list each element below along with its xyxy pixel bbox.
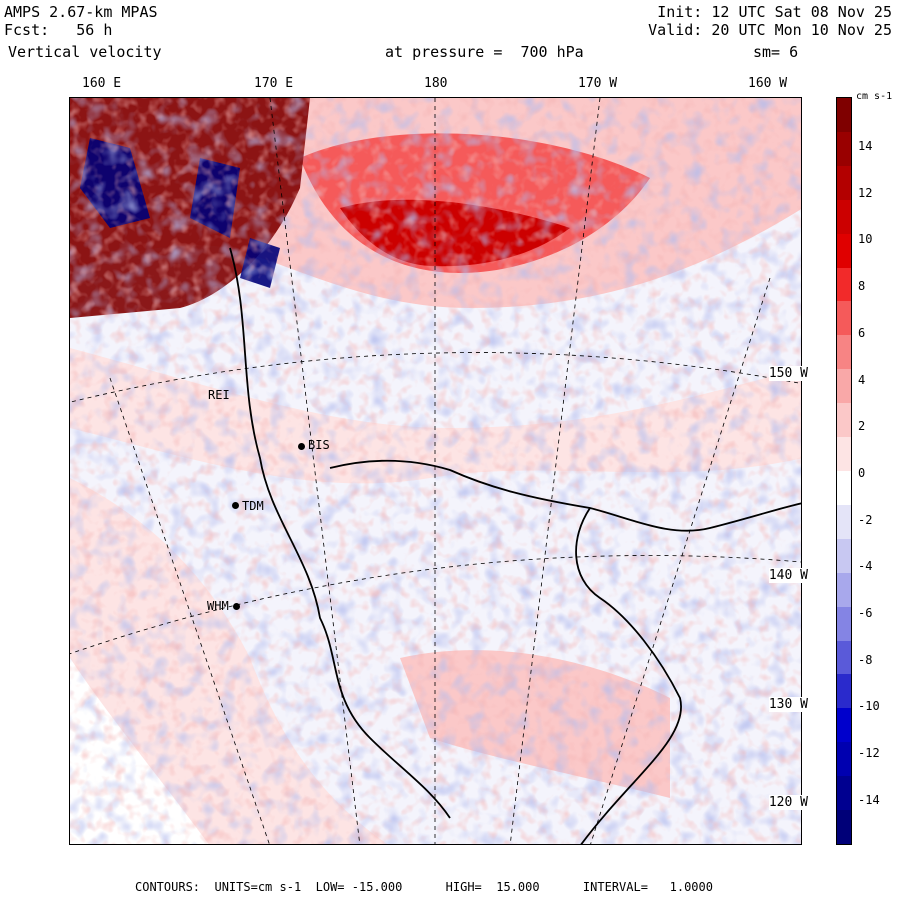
colorbar-tick-label: -6 — [858, 606, 873, 620]
colorbar-tick-label: 10 — [858, 232, 873, 247]
station-label-rei: REI — [208, 388, 230, 402]
coast-west — [229, 247, 451, 819]
colorbar-segment — [837, 640, 851, 675]
lon-label-160e: 160 E — [82, 76, 122, 91]
colorbar-segment — [837, 471, 851, 506]
meridian-170e — [269, 98, 361, 844]
meridian-170w — [509, 98, 601, 844]
colorbar-segment — [837, 674, 851, 709]
colorbar-segment — [837, 504, 851, 540]
coastline — [229, 247, 801, 844]
init-time: Init: 12 UTC Sat 08 Nov 25 — [657, 3, 892, 21]
colorbar-segment — [837, 437, 851, 472]
colorbar-tick-label: 6 — [858, 325, 866, 340]
station-dot-tdm — [232, 502, 239, 509]
colorbar-segment — [837, 335, 851, 370]
meridian-160e — [109, 377, 270, 844]
forecast-hour: Fcst: 56 h — [4, 21, 113, 39]
colorbar-tick-label: -4 — [858, 559, 873, 574]
lat-label-130w: 130 W — [768, 697, 808, 712]
colorbar-segment — [837, 199, 851, 235]
meridian-160w — [590, 277, 771, 844]
colorbar-segment — [837, 233, 851, 269]
colorbar-tick-label: -14 — [858, 792, 880, 807]
lat-line-2 — [70, 555, 801, 655]
colorbar-tick-label: 14 — [858, 139, 873, 153]
colorbar-tick-label: -12 — [858, 746, 880, 761]
station-dot-whm — [233, 603, 240, 610]
colorbar-tick-label: 0 — [858, 465, 866, 480]
colorbar-segment — [837, 606, 851, 642]
map-canvas — [70, 98, 801, 844]
variable-name: Vertical velocity — [8, 43, 162, 61]
colorbar-segment — [837, 708, 851, 743]
colorbar-tick-label: -2 — [858, 512, 873, 527]
colorbar-tick-label: 2 — [858, 419, 866, 434]
colorbar-segment — [837, 131, 851, 167]
lat-line-1 — [70, 352, 801, 403]
valid-time: Valid: 20 UTC Mon 10 Nov 25 — [648, 21, 892, 39]
smoothing-value: sm= 6 — [753, 43, 799, 61]
colorbar-segment — [837, 267, 851, 302]
lon-label-160w: 160 W — [748, 76, 788, 91]
colorbar-segment — [837, 572, 851, 608]
contour-info: CONTOURS: UNITS=cm s-1 LOW= -15.000 HIGH… — [135, 880, 713, 894]
ice-shelf-edge — [575, 507, 682, 844]
colorbar-segment — [837, 776, 851, 811]
lat-label-140w: 140 W — [768, 568, 808, 583]
colorbar-segment — [837, 369, 851, 404]
lon-label-170e: 170 E — [254, 76, 294, 91]
colorbar-segment — [837, 98, 851, 133]
station-label-bis: BIS — [308, 438, 330, 452]
colorbar-tick-label: 12 — [858, 185, 873, 200]
colorbar-tick-label: 4 — [858, 372, 866, 387]
station-label-whm: WHM — [207, 599, 229, 613]
lat-label-150w: 150 W — [768, 366, 808, 381]
lon-label-180: 180 — [424, 76, 448, 91]
pressure-level: at pressure = 700 hPa — [385, 43, 584, 61]
lon-label-170w: 170 W — [578, 76, 618, 91]
colorbar-segment — [837, 810, 851, 845]
ross-ice-front — [329, 459, 801, 532]
vertical-velocity-map: BIS TDM WHM REI — [69, 97, 802, 845]
model-title: AMPS 2.67-km MPAS — [4, 3, 158, 21]
red-noise-overlay — [70, 98, 801, 844]
colorbar-segment — [837, 538, 851, 574]
colorbar-segment — [837, 742, 851, 777]
colorbar-tick-label: -10 — [858, 699, 880, 714]
colorbar-units: cm s-1 — [856, 91, 893, 102]
colorbar-segment — [837, 301, 851, 336]
station-dot-bis — [298, 443, 305, 450]
colorbar-tick-label: -8 — [858, 652, 873, 667]
graticule — [70, 98, 801, 844]
colorbar-tick-label: 8 — [858, 279, 866, 294]
station-label-tdm: TDM — [242, 499, 264, 513]
colorbar-segment — [837, 403, 851, 438]
lat-label-120w: 120 W — [768, 795, 808, 810]
colorbar — [836, 97, 852, 845]
colorbar-segment — [837, 165, 851, 201]
